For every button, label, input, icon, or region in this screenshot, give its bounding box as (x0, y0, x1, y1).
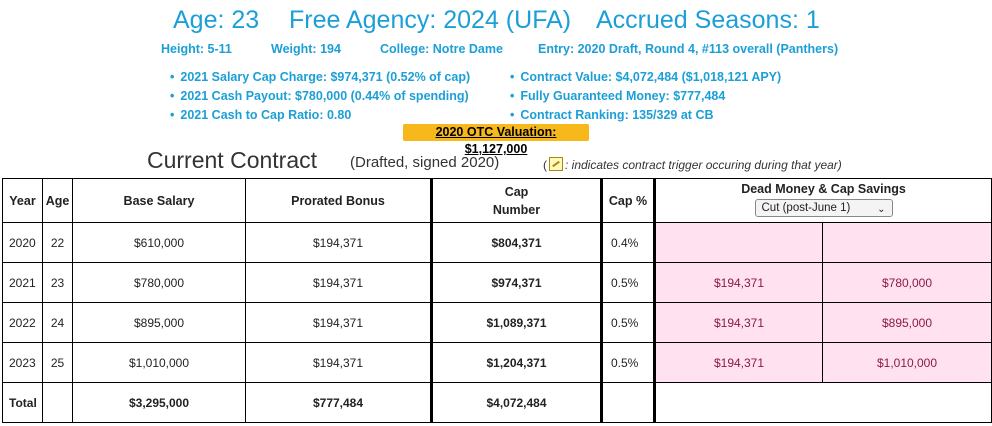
contract-title: Current Contract (147, 147, 318, 173)
chevron-down-icon: ⌄ (877, 204, 886, 215)
trigger-legend-text: : indicates contract trigger occuring du… (565, 158, 842, 172)
cell-savings (822, 222, 992, 263)
col-cap-number: Cap Number (431, 178, 603, 223)
cell-bonus: $194,371 (245, 342, 433, 383)
cell-age: 25 (42, 342, 73, 383)
accrued-seasons-heading: Accrued Seasons: 1 (596, 6, 820, 34)
height-label: Height: 5-11 (161, 42, 232, 56)
cell-base: $780,000 (72, 262, 246, 303)
cap-charge-stat: 2021 Salary Cap Charge: $974,371 (0.52% … (170, 70, 470, 84)
cell-bonus: $194,371 (245, 262, 433, 303)
cell-savings: $895,000 (822, 302, 992, 343)
table-row: 2021 23 $780,000 $194,371 $974,371 0.5% … (2, 262, 992, 303)
cell-pct: 0.5% (601, 342, 656, 383)
col-base-salary: Base Salary (72, 178, 246, 223)
cell-base: $895,000 (72, 302, 246, 343)
contract-ranking-stat: Contract Ranking: 135/329 at CB (510, 108, 713, 122)
college-label: College: Notre Dame (380, 42, 503, 56)
table-row: 2020 22 $610,000 $194,371 $804,371 0.4% (2, 222, 992, 263)
cell-savings: $1,010,000 (822, 342, 992, 383)
trigger-legend-open: ( (543, 158, 547, 172)
cell-dead: $194,371 (654, 302, 823, 343)
cell-age: 23 (42, 262, 73, 303)
cap-header-line1: Cap (504, 184, 529, 199)
total-pct-empty (601, 382, 656, 423)
cash-payout-stat: 2021 Cash Payout: $780,000 (0.44% of spe… (170, 89, 468, 103)
cell-pct: 0.5% (601, 262, 656, 303)
player-summary-header: Age: 23 Free Agency: 2024 (UFA) Accrued … (0, 6, 992, 40)
cell-cap: $1,089,371 (431, 302, 603, 343)
total-label: Total (2, 382, 43, 423)
table-row: 2023 25 $1,010,000 $194,371 $1,204,371 0… (2, 342, 992, 383)
contract-value-stat: Contract Value: $4,072,484 ($1,018,121 A… (510, 70, 781, 84)
cell-year: 2023 (2, 342, 43, 383)
cell-base: $610,000 (72, 222, 246, 263)
cell-year: 2021 (2, 262, 43, 303)
col-dead-money: Dead Money & Cap Savings Cut (post-June … (654, 178, 992, 223)
cell-pct: 0.5% (601, 302, 656, 343)
dead-money-header: Dead Money & Cap Savings (741, 182, 906, 196)
cell-base: $1,010,000 (72, 342, 246, 383)
weight-label: Weight: 194 (271, 42, 341, 56)
contract-table: Year Age Base Salary Prorated Bonus Cap … (2, 178, 992, 423)
cell-bonus: $194,371 (245, 302, 433, 343)
total-row: Total $3,295,000 $777,484 $4,072,484 (2, 382, 992, 423)
cell-pct: 0.4% (601, 222, 656, 263)
col-cap-pct: Cap % (601, 178, 656, 223)
cell-dead (654, 222, 823, 263)
total-base: $3,295,000 (72, 382, 246, 423)
cell-age: 22 (42, 222, 73, 263)
note-icon (549, 157, 563, 171)
cell-savings: $780,000 (822, 262, 992, 303)
cell-dead: $194,371 (654, 262, 823, 303)
trigger-legend: ( : indicates contract trigger occuring d… (543, 157, 842, 172)
cell-year: 2020 (2, 222, 43, 263)
total-bonus: $777,484 (245, 382, 433, 423)
total-dead-empty (654, 382, 992, 423)
col-year: Year (2, 178, 43, 223)
cell-bonus: $194,371 (245, 222, 433, 263)
cell-cap: $804,371 (431, 222, 603, 263)
cut-scenario-value: Cut (post-June 1) (761, 202, 851, 214)
entry-label: Entry: 2020 Draft, Round 4, #113 overall… (538, 42, 839, 56)
table-row: 2022 24 $895,000 $194,371 $1,089,371 0.5… (2, 302, 992, 343)
total-cap: $4,072,484 (431, 382, 603, 423)
age-heading: Age: 23 (173, 6, 260, 34)
free-agency-heading: Free Agency: 2024 (UFA) (289, 6, 572, 34)
otc-valuation-link[interactable]: 2020 OTC Valuation: $1,127,000 (403, 124, 589, 156)
cell-age: 24 (42, 302, 73, 343)
col-age: Age (42, 178, 73, 223)
cell-year: 2022 (2, 302, 43, 343)
total-age-empty (42, 382, 73, 423)
cut-scenario-select[interactable]: Cut (post-June 1) ⌄ (754, 199, 893, 217)
cell-dead: $194,371 (654, 342, 823, 383)
guaranteed-money-stat: Fully Guaranteed Money: $777,484 (510, 89, 725, 103)
cell-cap: $974,371 (431, 262, 603, 303)
cap-header-line2: Number (492, 202, 541, 217)
cash-to-cap-stat: 2021 Cash to Cap Ratio: 0.80 (170, 108, 351, 122)
contract-subtitle: (Drafted, signed 2020) (350, 154, 500, 171)
cell-cap: $1,204,371 (431, 342, 603, 383)
col-prorated-bonus: Prorated Bonus (245, 178, 433, 223)
